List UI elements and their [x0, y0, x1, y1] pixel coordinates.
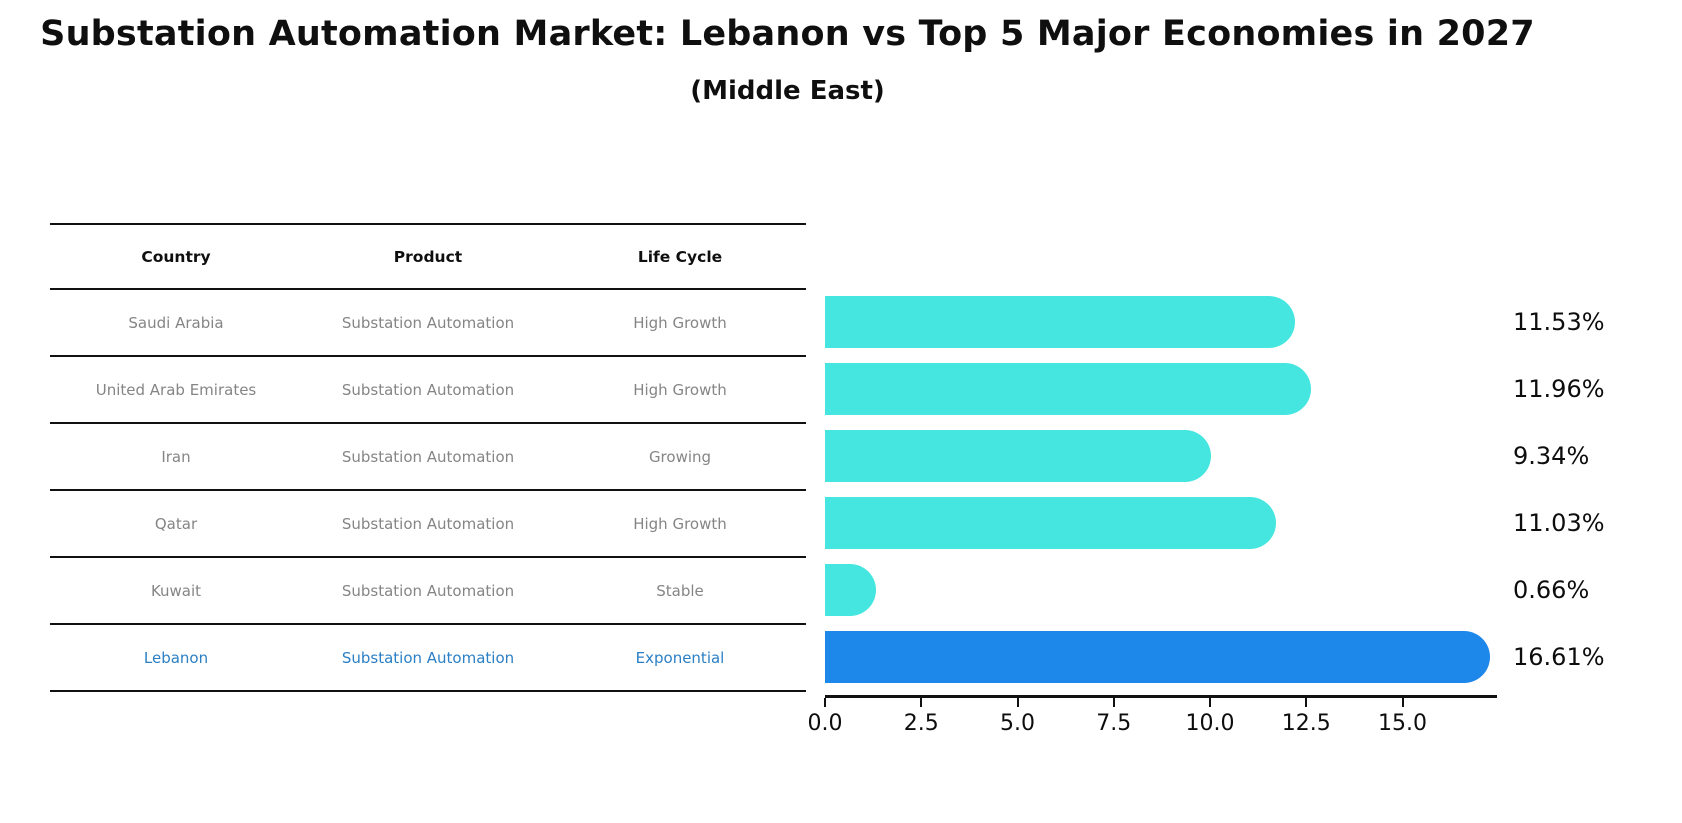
x-axis-tick	[1016, 698, 1019, 707]
bar-value-label: 9.34%	[1513, 441, 1590, 470]
bar-value-label: 11.96%	[1513, 374, 1605, 403]
table-row: Kuwait Substation Automation Stable	[50, 558, 806, 625]
table-cell-country: Iran	[161, 447, 191, 466]
table-cell-product: Substation Automation	[341, 581, 515, 600]
table-cell-life-cycle: Stable	[656, 581, 704, 600]
table-cell-product: Substation Automation	[341, 514, 515, 533]
table-cell-country: United Arab Emirates	[95, 380, 257, 399]
table-cell-life-cycle: High Growth	[633, 514, 727, 533]
x-axis-tick-label: 12.5	[1281, 711, 1331, 736]
column-header-country: Country	[141, 247, 211, 266]
table-cell-life-cycle: Growing	[648, 447, 712, 466]
x-axis-tick-label: 0.0	[807, 711, 843, 736]
x-axis-tick-label: 15.0	[1378, 711, 1427, 736]
x-axis-tick	[920, 698, 923, 707]
x-axis-tick	[1401, 698, 1404, 707]
x-axis-tick	[1112, 698, 1115, 707]
table-row: United Arab Emirates Substation Automatio…	[50, 357, 806, 424]
table-row: Iran Substation Automation Growing	[50, 424, 806, 491]
chart-title: Substation Automation Market: Lebanon vs…	[40, 14, 1535, 54]
table-row: Qatar Substation Automation High Growth	[50, 491, 806, 558]
column-header-life-cycle: Life Cycle	[637, 247, 723, 266]
bar-value-label: 11.03%	[1513, 508, 1605, 537]
bar-qatar	[825, 496, 1276, 549]
table-cell-life-cycle: Exponential	[635, 648, 725, 667]
column-header-product: Product	[393, 247, 463, 266]
table-cell-country: Qatar	[154, 514, 198, 533]
bar-highlight-lebanon	[825, 630, 1491, 683]
table-cell-product: Substation Automation	[341, 380, 515, 399]
table-header-row: Country Product Life Cycle	[50, 225, 806, 290]
x-axis-tick	[1209, 698, 1211, 707]
x-axis-tick-label: 2.5	[903, 711, 939, 736]
x-axis-line	[825, 695, 1497, 698]
chart-subtitle: (Middle East)	[690, 76, 885, 106]
bar-iran	[825, 429, 1211, 482]
table-cell-product: Substation Automation	[341, 648, 515, 667]
table-row: Lebanon Substation Automation Exponential	[50, 625, 806, 692]
table-cell-country: Saudi Arabia	[128, 313, 224, 332]
country-table: Country Product Life Cycle Saudi Arabia S…	[50, 223, 806, 692]
table-cell-product: Substation Automation	[341, 447, 515, 466]
table-cell-life-cycle: High Growth	[633, 380, 727, 399]
bar-value-label: 11.53%	[1513, 307, 1605, 336]
table-cell-product: Substation Automation	[341, 313, 515, 332]
table-body: Saudi Arabia Substation Automation High Gr…	[50, 290, 806, 692]
table-cell-life-cycle: High Growth	[633, 313, 727, 332]
table-row: Saudi Arabia Substation Automation High Gr…	[50, 290, 806, 357]
bar-value-label: 16.61%	[1513, 642, 1605, 671]
bar-united-arab-emirates	[825, 362, 1312, 415]
x-axis-tick-label: 7.5	[1096, 711, 1132, 736]
bar-kuwait	[825, 563, 877, 616]
table-cell-country: Lebanon	[143, 648, 209, 667]
x-axis-tick-label: 10.0	[1185, 711, 1235, 736]
bar-value-label: 0.66%	[1513, 575, 1590, 604]
table-cell-country: Kuwait	[150, 581, 202, 600]
bar-saudi-arabia	[825, 295, 1295, 348]
x-axis-tick-label: 5.0	[1000, 711, 1035, 736]
x-axis-tick	[824, 698, 826, 707]
x-axis-tick	[1305, 698, 1308, 707]
